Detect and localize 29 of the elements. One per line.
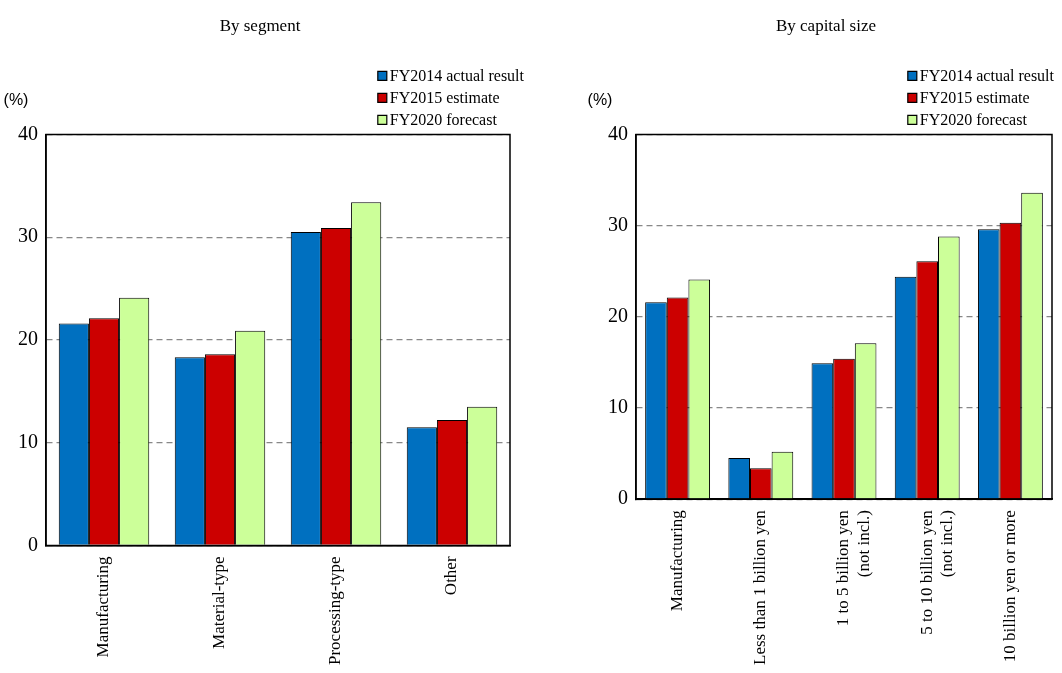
y-tick-label: 30: [608, 212, 628, 235]
x-tick-label: Material-type: [209, 556, 229, 649]
legend-label: FY2015 estimate: [389, 88, 500, 106]
y-tick-label: 0: [618, 486, 628, 509]
x-tick-label: Processing-type: [325, 556, 345, 665]
chart-title: By segment: [219, 15, 301, 35]
x-tick-label: Manufacturing: [93, 555, 113, 658]
x-tick-label: 10 billion yen or more: [999, 510, 1019, 663]
x-tick-label: Less than 1 billion yen: [750, 509, 770, 666]
y-tick-label: 0: [28, 532, 38, 555]
legend-label: FY2015 estimate: [919, 88, 1030, 106]
y-axis-title: (%): [3, 90, 29, 108]
y-axis-title: (%): [587, 90, 613, 108]
legend-label: FY2020 forecast: [389, 110, 498, 128]
y-tick-label: 30: [18, 224, 38, 247]
x-tick-label: Other: [441, 556, 461, 596]
y-tick-label: 20: [608, 304, 628, 327]
x-tick-label: 1 to 5 billion yen (not incl.): [833, 509, 873, 627]
x-tick-label: 5 to 10 billion yen (not incl.): [916, 509, 957, 635]
y-tick-label: 20: [18, 327, 38, 350]
legend-label: FY2014 actual result: [919, 66, 1055, 84]
chart-title: By capital size: [775, 15, 877, 35]
y-tick-label: 40: [18, 121, 38, 144]
y-tick-label: 40: [608, 121, 628, 144]
x-tick-label: Manufacturing: [667, 509, 687, 612]
y-tick-label: 10: [608, 395, 628, 418]
y-tick-label: 10: [18, 429, 38, 452]
legend-label: FY2020 forecast: [919, 110, 1028, 128]
legend-label: FY2014 actual result: [389, 66, 525, 84]
